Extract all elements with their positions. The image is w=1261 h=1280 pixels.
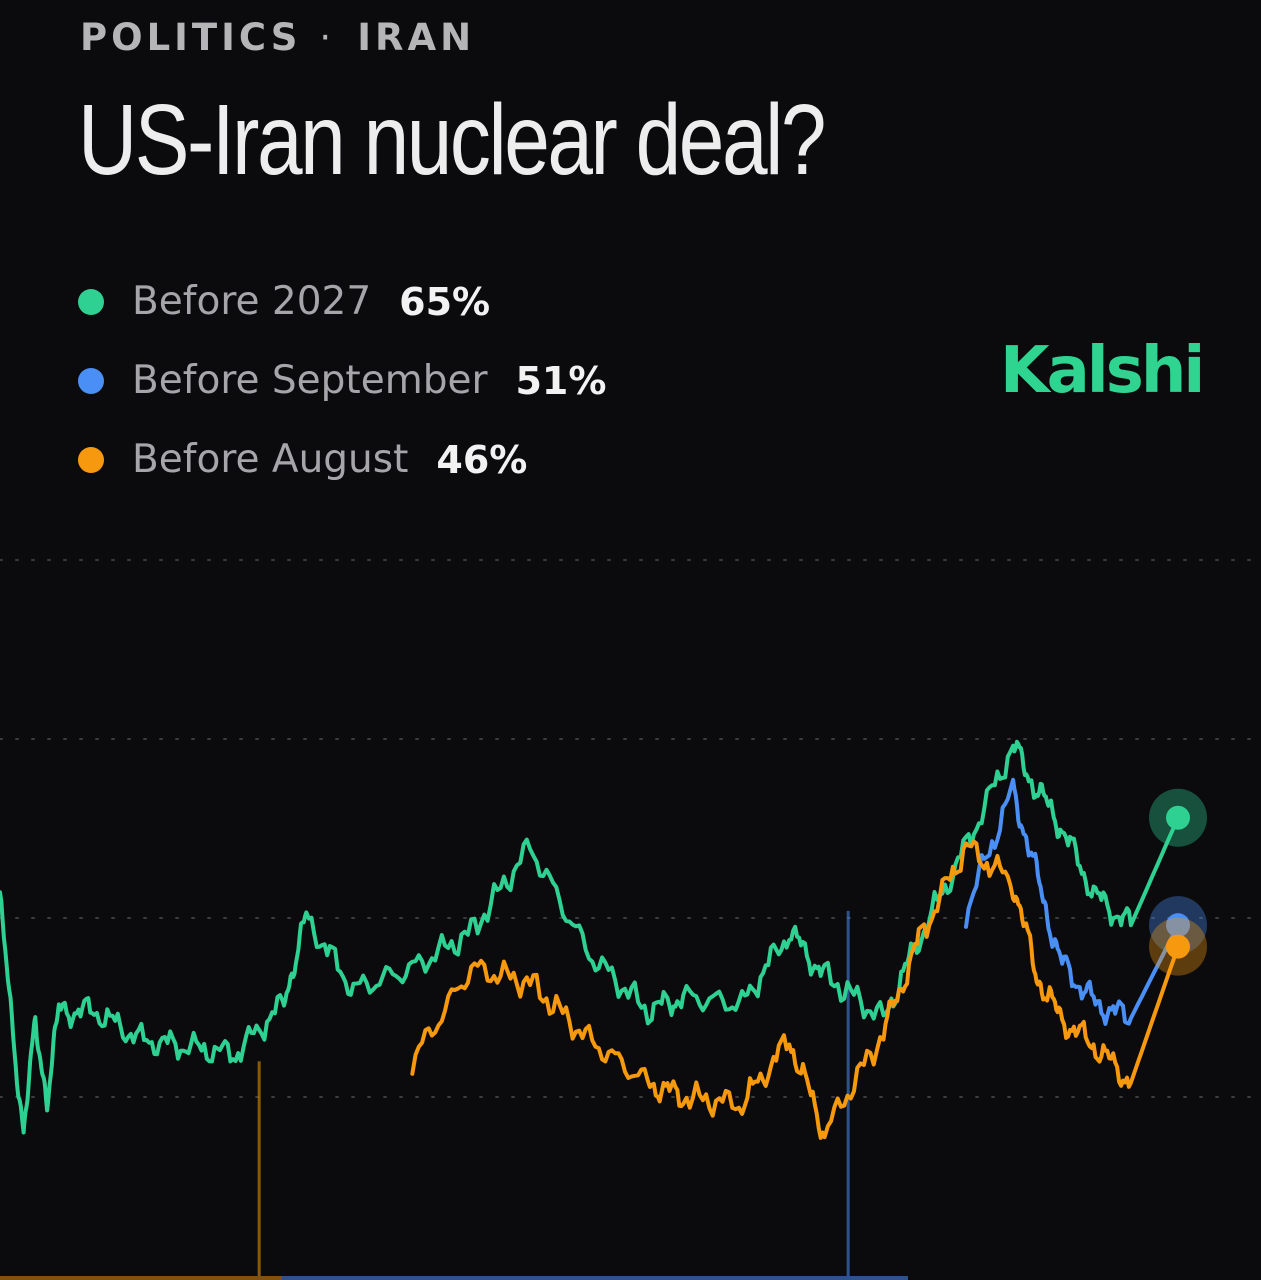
page-title: US-Iran nuclear deal?	[78, 84, 826, 196]
chart-end-markers	[1149, 788, 1207, 976]
series-line-before-august	[410, 839, 1180, 1140]
chart-lines	[0, 739, 1180, 1140]
legend-item-before-2027[interactable]: Before 2027 65%	[78, 262, 606, 341]
legend-value-before-september: 51%	[515, 358, 607, 403]
breadcrumb: POLITICS · IRAN	[80, 16, 475, 59]
chart-grid	[0, 559, 1261, 1098]
end-marker-before-august	[1166, 934, 1190, 959]
legend-dot-before-september	[78, 367, 104, 394]
probability-line-chart	[0, 559, 1261, 1280]
kalshi-logo[interactable]: Kalshi	[1000, 334, 1205, 408]
legend-value-before-2027: 65%	[399, 279, 491, 324]
breadcrumb-subcategory[interactable]: IRAN	[357, 16, 476, 59]
end-marker-before-september	[1166, 913, 1190, 938]
legend-value-before-august: 46%	[436, 437, 528, 482]
chart-legend: Before 2027 65% Before September 51% Bef…	[78, 262, 606, 499]
series-line-before-september	[964, 777, 1180, 1026]
breadcrumb-separator: ·	[319, 16, 336, 59]
chart-baselines	[0, 910, 908, 1280]
legend-label-before-september: Before September	[132, 358, 488, 403]
legend-label-before-2027: Before 2027	[132, 279, 372, 324]
series-line-before-2027	[0, 739, 1180, 1135]
legend-label-before-august: Before August	[132, 437, 409, 482]
breadcrumb-category[interactable]: POLITICS	[80, 16, 302, 59]
legend-item-before-august[interactable]: Before August 46%	[78, 420, 606, 499]
legend-dot-before-august	[78, 446, 104, 473]
end-marker-before-2027	[1166, 805, 1190, 830]
legend-dot-before-2027	[78, 288, 104, 315]
legend-item-before-september[interactable]: Before September 51%	[78, 341, 606, 420]
